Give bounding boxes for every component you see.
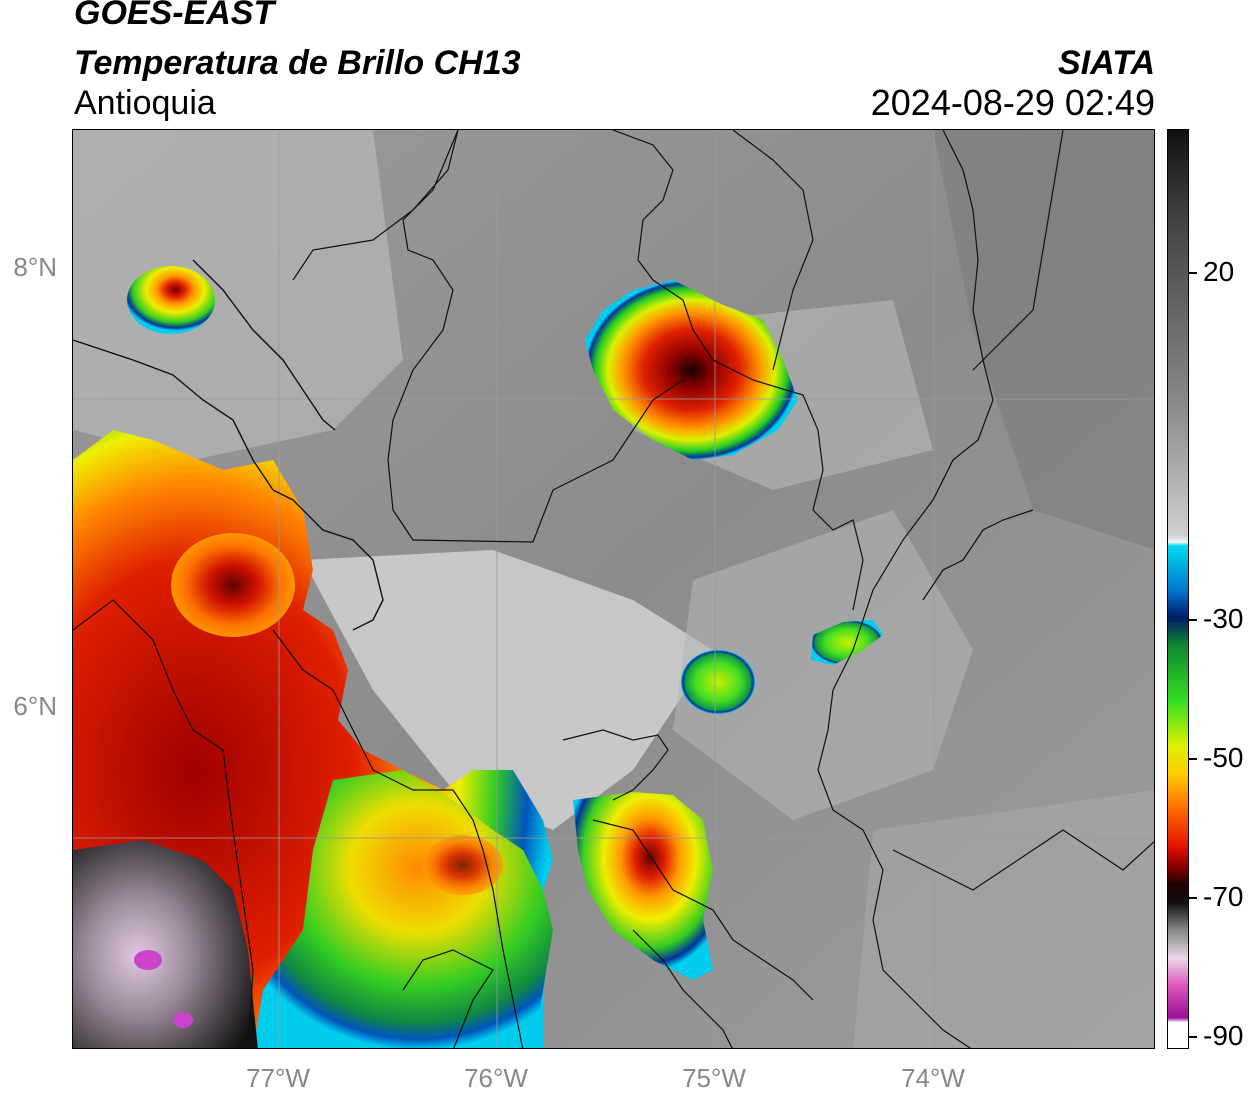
title-region: Antioquia bbox=[74, 84, 216, 122]
colorbar-label-20: 20 bbox=[1203, 256, 1235, 287]
lon-label-77w: 77°W bbox=[246, 1063, 310, 1093]
lon-label-76w: 76°W bbox=[464, 1063, 528, 1093]
storm-core bbox=[171, 533, 295, 637]
graticule bbox=[73, 130, 1154, 1048]
colorbar-tick bbox=[1189, 1036, 1197, 1038]
boundaries bbox=[73, 130, 1154, 1048]
coldest-spot bbox=[173, 1012, 193, 1028]
colorbar bbox=[1167, 129, 1189, 1049]
storm-core bbox=[423, 835, 503, 895]
lat-label-6n: 6°N bbox=[13, 691, 57, 721]
colorbar-label-minus30: -30 bbox=[1203, 603, 1244, 634]
colorbar-label-minus90: -90 bbox=[1203, 1020, 1244, 1051]
colorbar-tick bbox=[1189, 758, 1197, 760]
storm-south-central bbox=[573, 792, 713, 980]
storm-northwest bbox=[127, 266, 215, 334]
coastline bbox=[73, 259, 384, 631]
lon-label-75w: 75°W bbox=[682, 1063, 746, 1093]
dark-region bbox=[933, 130, 1154, 550]
map-canvas bbox=[73, 130, 1154, 1048]
storm-cell-small bbox=[681, 650, 755, 714]
colorbar-tick bbox=[1189, 272, 1197, 274]
light-region bbox=[303, 550, 713, 830]
title-satellite: GOES-EAST bbox=[74, 0, 275, 32]
colorbar-label-minus50: -50 bbox=[1203, 742, 1244, 773]
title-product: Temperatura de Brillo CH13 bbox=[74, 44, 521, 82]
storm-cell-small bbox=[811, 620, 883, 665]
timestamp-label: 2024-08-29 02:49 bbox=[870, 82, 1155, 123]
lon-label-74w: 74°W bbox=[901, 1063, 965, 1093]
light-region bbox=[853, 790, 1154, 1048]
colorbar-tick bbox=[1189, 619, 1197, 621]
colorbar-gradient bbox=[1168, 130, 1188, 1048]
storm-north bbox=[585, 280, 798, 460]
colorbar-tick bbox=[1189, 897, 1197, 899]
satellite-map[interactable] bbox=[72, 129, 1155, 1049]
light-region bbox=[673, 510, 973, 820]
light-region bbox=[73, 130, 403, 460]
colorbar-label-minus70: -70 bbox=[1203, 881, 1244, 912]
cold-tops bbox=[73, 840, 258, 1048]
brand-label: SIATA bbox=[1058, 44, 1155, 82]
lat-label-8n: 8°N bbox=[13, 252, 57, 282]
coldest-spot bbox=[134, 950, 162, 970]
